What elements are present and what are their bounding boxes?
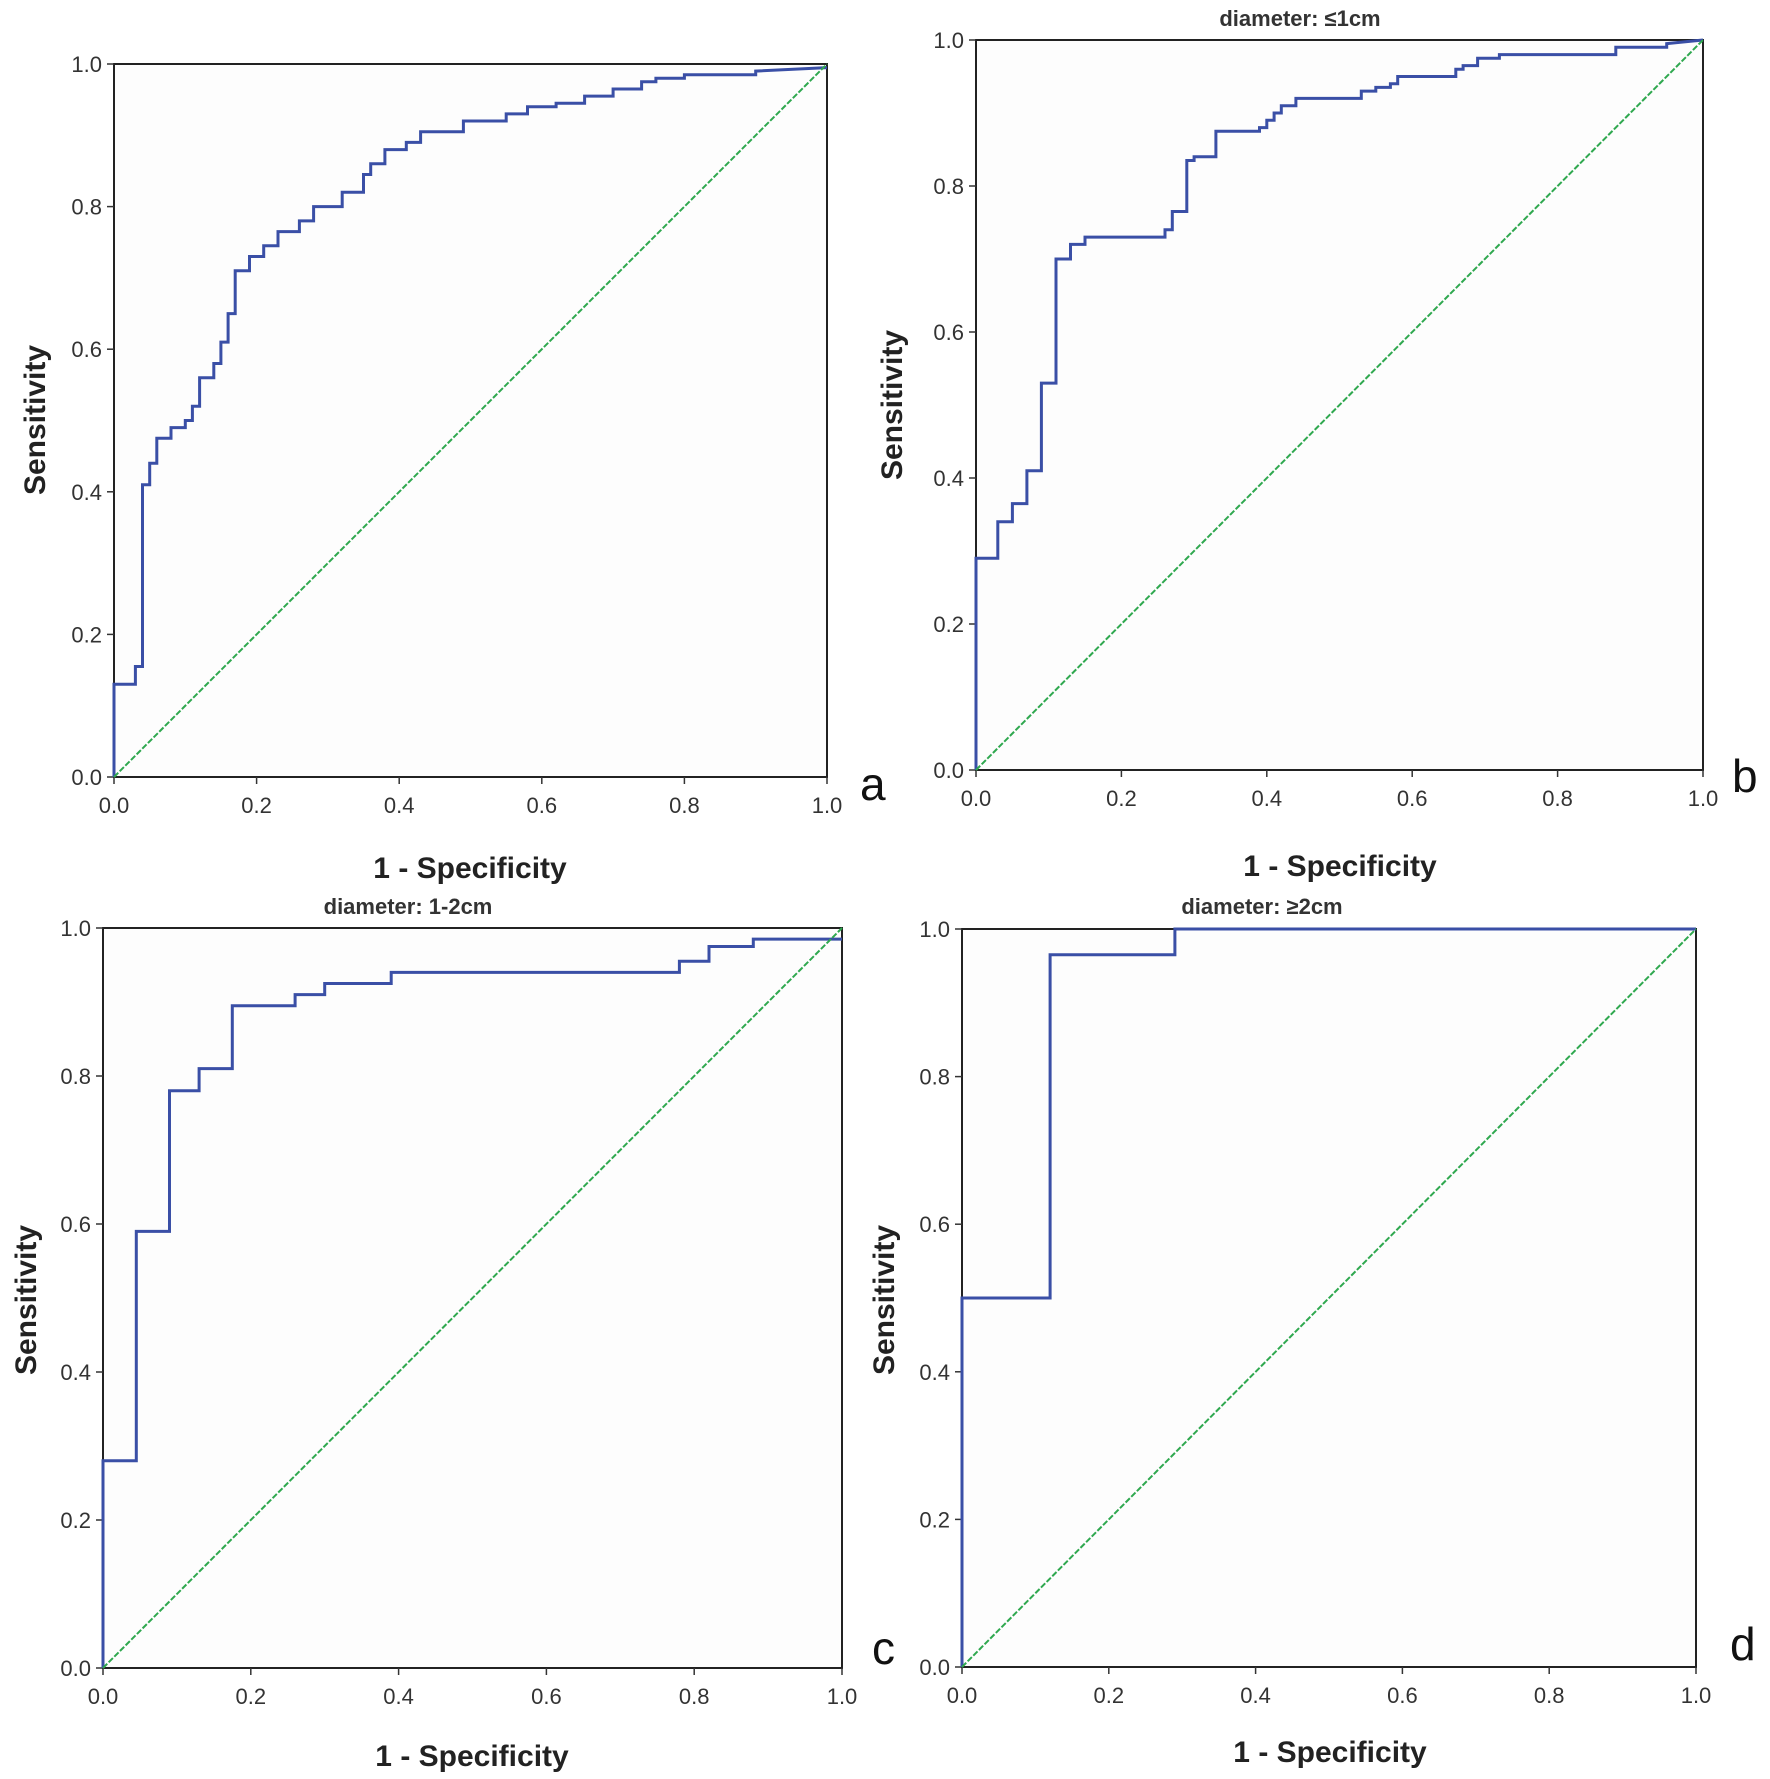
y-axis-title-b: Sensitivity: [876, 330, 909, 480]
x-tick-label-c: 0.4: [383, 1684, 414, 1709]
x-tick-label-b: 0.8: [1542, 786, 1573, 811]
x-tick-label-d: 0.8: [1534, 1683, 1565, 1708]
y-tick-label-a: 1.0: [71, 52, 102, 77]
roc-curve-a: [112, 66, 828, 777]
y-tick-label-d: 0.8: [919, 1065, 950, 1090]
x-tick-label-d: 0.6: [1387, 1683, 1418, 1708]
x-axis-title-b: 1 - Specificity: [1243, 850, 1437, 883]
y-tick-label-c: 0.0: [60, 1656, 91, 1681]
y-tick-label-b: 1.0: [933, 28, 964, 53]
x-tick-label-a: 1.0: [812, 793, 843, 818]
series-c: [101, 927, 843, 1669]
x-axis-title-a: 1 - Specificity: [373, 852, 567, 885]
y-axis-title-c: Sensitivity: [10, 1225, 43, 1375]
y-tick-label-b: 0.4: [933, 466, 964, 491]
y-tick-label-c: 0.4: [60, 1360, 91, 1385]
reference-line-d: [961, 928, 1697, 1668]
y-tick-label-a: 0.2: [71, 622, 102, 647]
x-tick-label-d: 0.4: [1240, 1683, 1271, 1708]
ticks-a: 0.0 0.2 0.4 0.6 0.8 1.0 0.0 0.2 0.4 0.6 0.8 1.0: [71, 52, 842, 818]
x-tick-label-c: 0.0: [88, 1684, 119, 1709]
y-tick-label-b: 0.0: [933, 758, 964, 783]
panel-title-d: diameter: ≥2cm: [1181, 894, 1342, 919]
x-tick-label-a: 0.8: [669, 793, 700, 818]
roc-curve-d: [960, 927, 1696, 1667]
y-axis-title-d: Sensitivity: [868, 1225, 901, 1375]
y-tick-label-c: 1.0: [60, 916, 91, 941]
y-tick-label-b: 0.8: [933, 174, 964, 199]
reference-line-a: [113, 63, 828, 778]
panel-letter-c: c: [872, 1622, 895, 1674]
ticks-b: 0.0 0.2 0.4 0.6 0.8 1.0 0.0 0.2 0.4 0.6 0.8 1.0: [933, 28, 1718, 811]
y-tick-label-c: 0.6: [60, 1212, 91, 1237]
panel-c: 0.0 0.2 0.4 0.6 0.8 1.0 0.0 0.2 0.4 0.6 0.8 1.0 dia…: [10, 894, 895, 1773]
y-tick-label-d: 0.0: [919, 1655, 950, 1680]
y-tick-label-b: 0.6: [933, 320, 964, 345]
ticks-d: 0.0 0.2 0.4 0.6 0.8 1.0 0.0 0.2 0.4 0.6 0.8 1.0: [919, 917, 1711, 1708]
x-axis-title-c: 1 - Specificity: [375, 1740, 569, 1773]
x-tick-label-c: 0.6: [531, 1684, 562, 1709]
reference-line-c: [102, 927, 843, 1669]
series-d: [960, 927, 1697, 1668]
x-tick-label-a: 0.6: [527, 793, 558, 818]
series-b: [974, 38, 1704, 771]
panel-letter-d: d: [1730, 1618, 1756, 1670]
reference-line-b: [975, 39, 1704, 771]
roc-curve-c: [101, 937, 842, 1668]
x-tick-label-c: 0.8: [679, 1684, 710, 1709]
x-tick-label-d: 0.2: [1094, 1683, 1125, 1708]
panel-letter-a: a: [860, 758, 886, 810]
x-tick-label-d: 0.0: [947, 1683, 978, 1708]
panel-letter-b: b: [1732, 750, 1758, 802]
x-tick-label-b: 0.2: [1106, 786, 1137, 811]
y-tick-label-b: 0.2: [933, 612, 964, 637]
x-tick-label-b: 0.6: [1397, 786, 1428, 811]
roc-curve-b: [974, 38, 1704, 770]
y-tick-label-a: 0.0: [71, 765, 102, 790]
y-tick-label-d: 0.2: [919, 1507, 950, 1532]
y-tick-label-a: 0.6: [71, 337, 102, 362]
y-axis-title-a: Sensitivity: [19, 345, 52, 495]
y-tick-label-a: 0.8: [71, 195, 102, 220]
panel-title-b: diameter: ≤1cm: [1219, 6, 1380, 31]
x-tick-label-a: 0.0: [99, 793, 130, 818]
y-tick-label-a: 0.4: [71, 480, 102, 505]
y-tick-label-c: 0.8: [60, 1064, 91, 1089]
panel-d: 0.0 0.2 0.4 0.6 0.8 1.0 0.0 0.2 0.4 0.6 0.8 1.0 dia…: [868, 894, 1756, 1769]
series-a: [112, 63, 828, 778]
y-tick-label-c: 0.2: [60, 1508, 91, 1533]
panel-b: 0.0 0.2 0.4 0.6 0.8 1.0 0.0 0.2 0.4 0.6 0.8 1.0 dia…: [876, 6, 1758, 883]
x-tick-label-c: 1.0: [827, 1684, 858, 1709]
panel-title-c: diameter: 1-2cm: [324, 894, 493, 919]
x-tick-label-a: 0.4: [384, 793, 415, 818]
x-tick-label-a: 0.2: [241, 793, 272, 818]
y-tick-label-d: 1.0: [919, 917, 950, 942]
panel-a: 0.0 0.2 0.4 0.6 0.8 1.0 0.0 0.2 0.4 0.6 0.8 1.0 1 -…: [19, 52, 886, 885]
x-tick-label-c: 0.2: [236, 1684, 267, 1709]
x-tick-label-b: 1.0: [1688, 786, 1719, 811]
y-tick-label-d: 0.4: [919, 1360, 950, 1385]
x-axis-title-d: 1 - Specificity: [1233, 1736, 1427, 1769]
x-tick-label-d: 1.0: [1681, 1683, 1712, 1708]
y-tick-label-d: 0.6: [919, 1212, 950, 1237]
x-tick-label-b: 0.0: [961, 786, 992, 811]
x-tick-label-b: 0.4: [1252, 786, 1283, 811]
